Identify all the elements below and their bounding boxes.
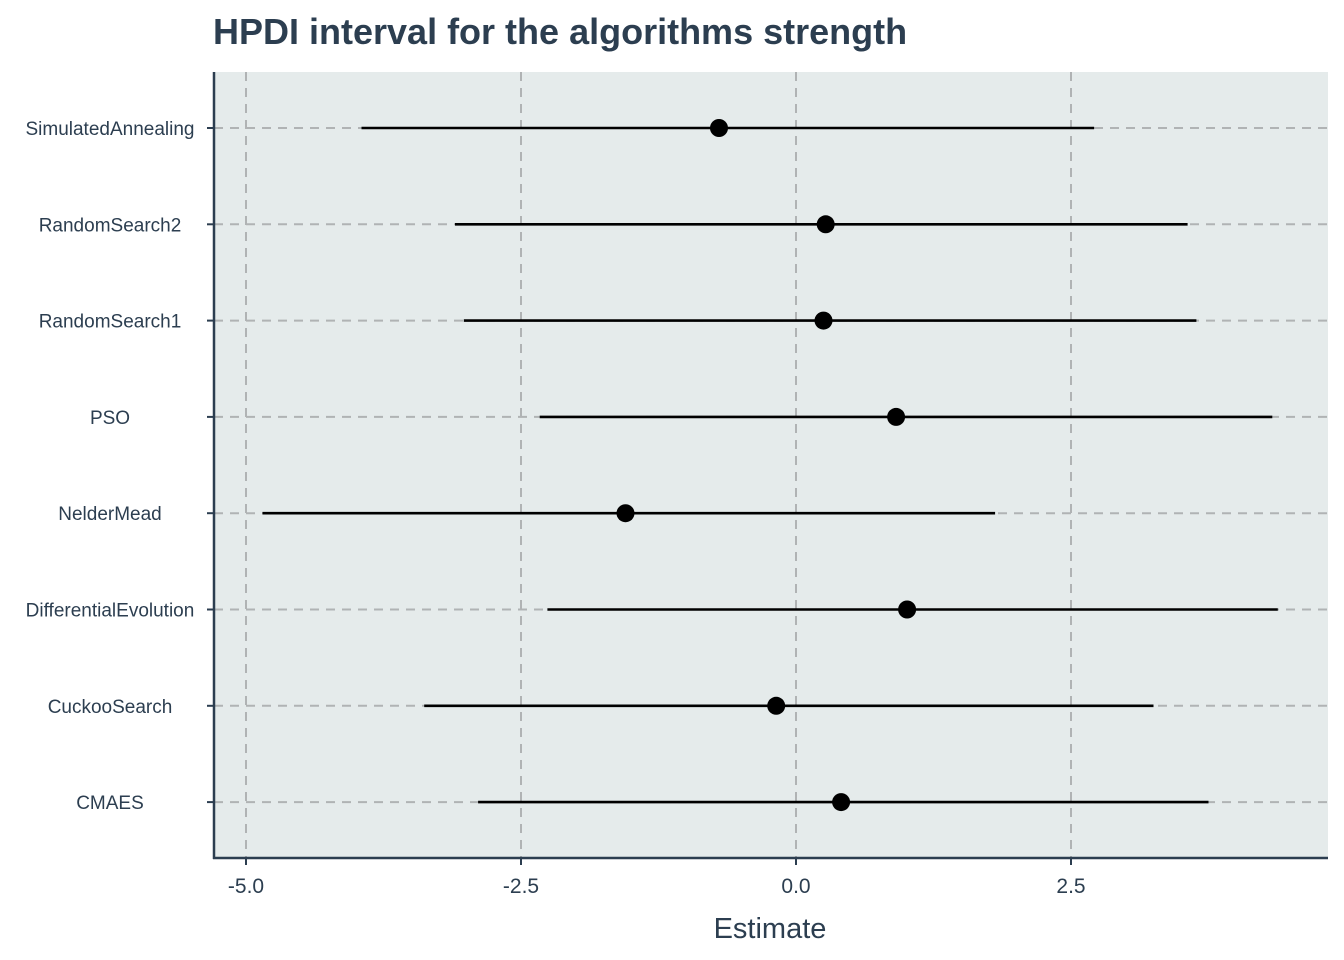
estimate-point [814, 311, 833, 330]
x-axis-label: Estimate [714, 913, 827, 945]
estimate-point [710, 119, 728, 137]
x-tick-labels: -5.0 -2.5 0.0 2.5 [228, 875, 1086, 898]
estimate-point [898, 600, 917, 619]
y-tick-label: CMAES [76, 793, 144, 814]
chart-title: HPDI interval for the algorithms strengt… [213, 11, 907, 52]
x-tick-label: -2.5 [503, 875, 539, 898]
x-tick-label: 2.5 [1056, 875, 1085, 898]
estimate-points [616, 119, 917, 812]
axes [207, 72, 1328, 865]
estimate-point [887, 407, 906, 426]
y-tick-label: DifferentialEvolution [26, 601, 195, 622]
y-tick-label: SimulatedAnnealing [25, 119, 194, 140]
estimate-point [616, 504, 635, 523]
x-tick-label: 0.0 [781, 875, 810, 898]
plot-panel [214, 72, 1328, 858]
y-tick-label: RandomSearch2 [39, 215, 182, 236]
y-tick-labels: SimulatedAnnealing RandomSearch2 RandomSea… [25, 119, 194, 814]
y-tick-label: NelderMead [58, 504, 162, 525]
y-tick-label: PSO [90, 408, 130, 429]
estimate-point [767, 696, 786, 715]
y-tick-label: RandomSearch1 [39, 312, 182, 333]
estimate-point [832, 793, 851, 812]
y-tick-label: CuckooSearch [48, 697, 173, 718]
x-tick-label: -5.0 [228, 875, 264, 898]
estimate-point [816, 215, 835, 234]
